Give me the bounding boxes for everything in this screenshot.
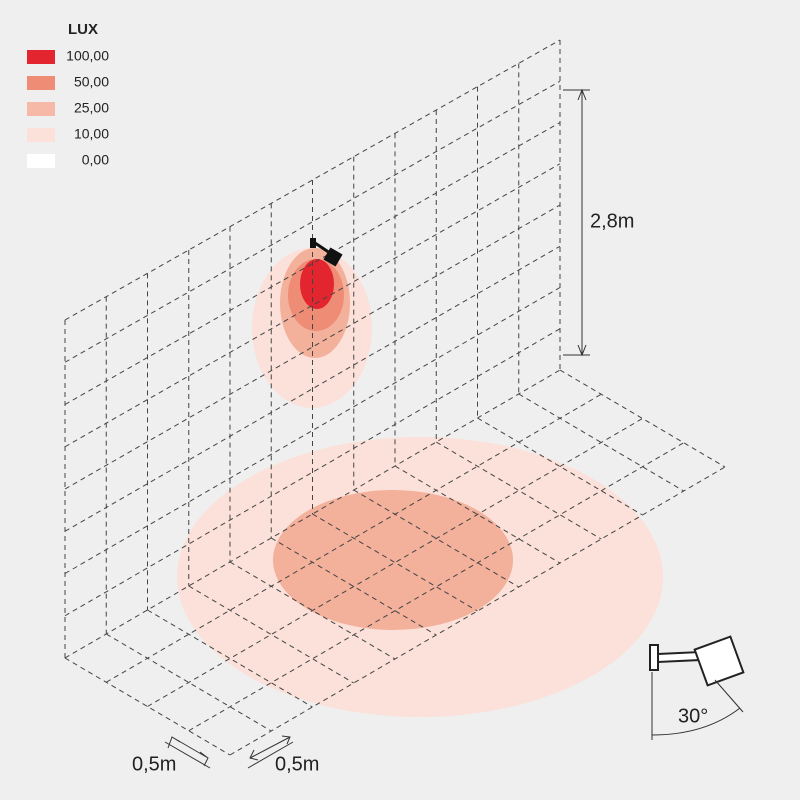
legend-label: 25,00	[74, 100, 109, 116]
grid-line	[312, 513, 478, 612]
grid-line	[229, 561, 396, 660]
angle-detail: 30°	[649, 635, 745, 740]
legend-swatch	[27, 76, 55, 90]
detail-arm	[657, 650, 701, 664]
legend-swatch	[27, 154, 55, 168]
grid-line	[147, 609, 313, 708]
grid-line	[105, 633, 272, 732]
grid-line	[559, 369, 726, 468]
grid-line	[64, 657, 231, 756]
detail-head	[693, 635, 745, 687]
grid-label-y: 0,5m	[275, 753, 319, 775]
grid-line	[270, 537, 437, 636]
grid-line	[229, 466, 726, 756]
grid-line	[105, 393, 602, 683]
grid-line	[64, 39, 561, 321]
grid-line	[64, 80, 561, 363]
grid-line	[394, 465, 561, 564]
grid-line	[64, 122, 561, 405]
light-distribution	[177, 248, 663, 717]
fixture-head	[323, 247, 343, 267]
detail-base	[649, 644, 659, 671]
height-label: 2,8m	[590, 210, 634, 232]
legend-label: 100,00	[66, 48, 109, 64]
legend-swatch	[27, 128, 55, 142]
angle-label: 30°	[678, 705, 708, 727]
grid-line	[353, 489, 520, 588]
legend-swatch	[27, 50, 55, 64]
grid-line	[477, 417, 643, 516]
dim-arrow-x	[164, 736, 211, 769]
height-dimension: 2,8m	[563, 88, 634, 357]
legend-swatch	[27, 102, 55, 116]
legend: LUX 100,00 50,00 25,00 10,00 0,00	[27, 21, 109, 168]
grid-line	[435, 441, 602, 540]
legend-title: LUX	[68, 21, 98, 38]
grid-dimensions: 0,5m 0,5m	[132, 735, 319, 775]
floor-zone-25	[273, 490, 513, 630]
fixture-base	[310, 238, 316, 248]
dim-arrow-y	[247, 735, 294, 769]
grid-line	[518, 393, 685, 492]
grid	[64, 39, 726, 756]
angle-arc	[651, 707, 741, 736]
grid-line	[147, 418, 643, 707]
dim-arrows	[577, 88, 587, 357]
legend-label: 50,00	[74, 74, 109, 90]
wall-zone-100	[300, 259, 334, 309]
wall-fixture	[310, 238, 343, 267]
legend-label: 10,00	[74, 126, 109, 142]
angle-ray	[714, 679, 744, 713]
grid-line	[188, 442, 685, 732]
grid-label-x: 0,5m	[132, 753, 176, 775]
legend-label: 0,00	[82, 152, 109, 168]
grid-line	[188, 585, 355, 684]
